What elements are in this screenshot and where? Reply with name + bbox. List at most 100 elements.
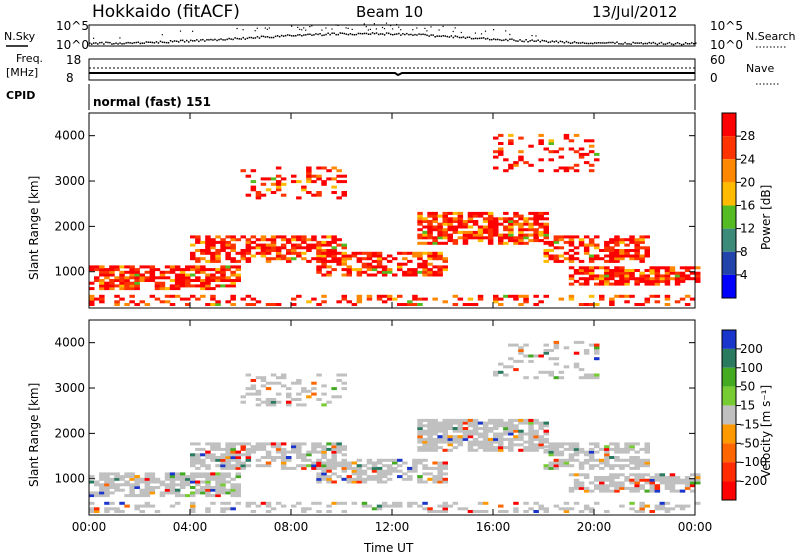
heatmap-cell [508, 432, 514, 436]
heatmap-cell [245, 373, 252, 377]
heatmap-cell [639, 240, 645, 244]
nsearch-point [305, 29, 307, 31]
heatmap-cell [286, 458, 292, 462]
nsearch-point [381, 26, 384, 29]
heatmap-cell [583, 349, 590, 352]
heatmap-cell [427, 448, 433, 452]
nsky-point [165, 41, 168, 44]
heatmap-cell [255, 238, 262, 242]
heatmap-cell [291, 381, 297, 385]
heatmap-cell [583, 266, 590, 270]
nsky-point [220, 38, 222, 40]
heatmap-cell [265, 450, 272, 454]
heatmap-cell [255, 447, 262, 451]
heatmap-cell [296, 238, 302, 242]
heatmap-cell [609, 464, 615, 468]
heatmap-cell [114, 265, 120, 269]
heatmap-cell [164, 477, 171, 481]
heatmap-cell [599, 249, 605, 252]
heatmap-cell [477, 239, 484, 243]
heatmap-cell [442, 440, 448, 444]
nsky-point [587, 42, 590, 45]
heatmap-cell [255, 442, 262, 446]
heatmap-cell [594, 376, 600, 380]
heatmap-cell [316, 254, 322, 258]
heatmap-cell [225, 475, 231, 479]
heatmap-cell [185, 480, 191, 484]
nsky-point [143, 42, 145, 44]
heatmap-cell [99, 284, 105, 288]
heatmap-cell [442, 429, 448, 433]
heatmap-cell [533, 435, 539, 439]
nsky-point [301, 35, 303, 37]
heatmap-cell [407, 475, 413, 479]
heatmap-cell [533, 211, 539, 215]
heatmap-cell [366, 504, 373, 508]
heatmap-cell [528, 228, 534, 232]
heatmap-cell [619, 240, 625, 244]
heatmap-cell [190, 265, 196, 269]
heatmap-cell [205, 472, 211, 476]
heatmap-cell [94, 507, 100, 511]
heatmap-cell [164, 276, 171, 280]
heatmap-cell [432, 418, 438, 422]
heatmap-cell [639, 461, 645, 465]
heatmap-cell [578, 238, 585, 242]
heatmap-cell [437, 270, 443, 274]
heatmap-cell [326, 240, 332, 244]
heatmap-cell [351, 480, 358, 484]
heatmap-cell [169, 488, 176, 492]
heatmap-cell [588, 277, 595, 281]
heatmap-cell [548, 357, 554, 361]
nsky-point [569, 42, 572, 44]
heatmap-cell [695, 501, 701, 505]
heatmap-cell [599, 486, 605, 490]
heatmap-cell [422, 472, 428, 476]
heatmap-cell [316, 251, 322, 255]
heatmap-cell [614, 266, 620, 270]
heatmap-cell [543, 254, 549, 258]
nsky-point [598, 42, 600, 44]
nsearch-point [268, 27, 270, 29]
heatmap-cell [538, 424, 544, 428]
nsearch-point [242, 29, 244, 31]
heatmap-cell [538, 437, 544, 441]
heatmap-cell [594, 282, 600, 286]
heatmap-cell [493, 421, 499, 425]
heatmap-cell [134, 284, 140, 288]
heatmap-cell [89, 268, 95, 272]
heatmap-cell [205, 246, 211, 250]
heatmap-cell [210, 447, 216, 451]
heatmap-cell [346, 273, 352, 277]
heatmap-cell [174, 279, 181, 282]
heatmap-cell [291, 303, 297, 306]
heatmap-cell [482, 230, 489, 234]
heatmap-cell [634, 254, 640, 258]
heatmap-cell [493, 424, 499, 428]
heatmap-cell [104, 491, 110, 495]
heatmap-cell [695, 481, 701, 485]
heatmap-cell [316, 477, 322, 481]
nsearch-point [309, 26, 311, 28]
nsky-point [117, 43, 119, 45]
heatmap-cell [280, 447, 287, 451]
nsky-point [345, 33, 347, 35]
heatmap-cell [306, 177, 312, 181]
heatmap-cell [185, 281, 191, 285]
heatmap-cell [210, 257, 216, 261]
heatmap-cell [639, 486, 645, 490]
heatmap-cell [301, 238, 307, 242]
heatmap-cell [543, 351, 549, 355]
colorbar-tick-label: -200 [740, 474, 767, 488]
heatmap-cell [588, 254, 595, 258]
heatmap-cell [533, 230, 539, 234]
nsky-point [654, 42, 657, 45]
heatmap-cell [467, 297, 474, 301]
heatmap-cell [417, 254, 423, 258]
heatmap-cell [558, 453, 565, 457]
heatmap-cell [397, 458, 403, 462]
heatmap-cell [336, 501, 342, 505]
heatmap-cell [99, 475, 105, 479]
heatmap-cell [260, 447, 267, 451]
heatmap-cell [225, 276, 231, 280]
